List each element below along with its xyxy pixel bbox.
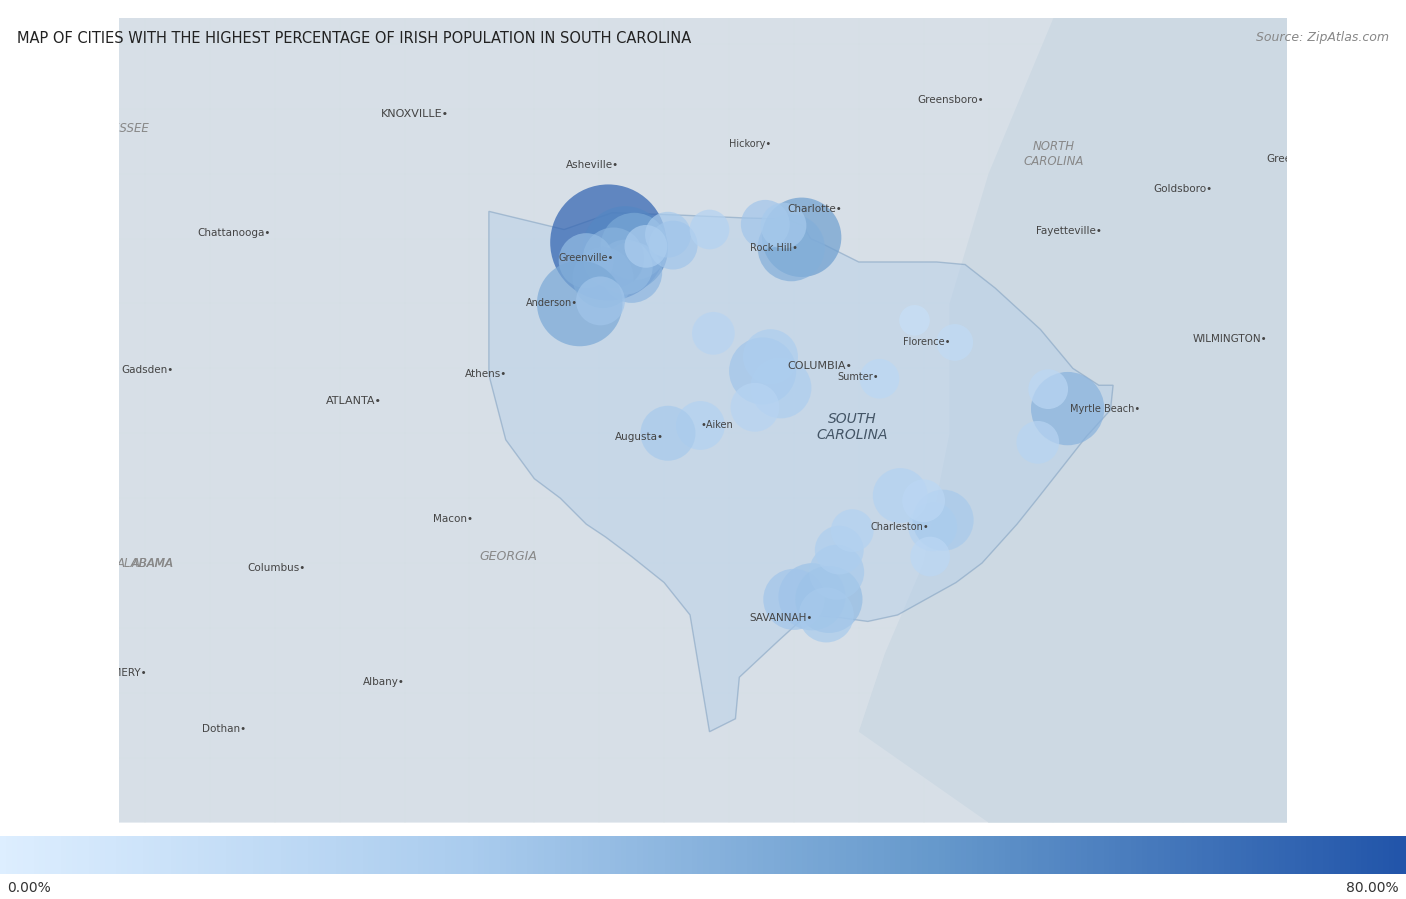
Point	[869, 371, 891, 386]
Text: •Aiken: •Aiken	[700, 421, 733, 431]
Text: Asheville•: Asheville•	[567, 160, 619, 170]
Point	[921, 520, 943, 534]
Text: Fayetteville•: Fayetteville•	[1036, 226, 1102, 236]
Text: ALABAMA: ALABAMA	[117, 556, 173, 570]
Text: 0.00%: 0.00%	[7, 881, 51, 895]
Point	[932, 513, 955, 528]
Point	[589, 294, 612, 308]
Point	[759, 350, 782, 364]
Point	[841, 523, 863, 538]
Text: Greensboro•: Greensboro•	[918, 94, 984, 105]
Text: m•: m•	[66, 427, 82, 437]
Text: tsville•: tsville•	[51, 269, 89, 279]
Text: SOUTH
CAROLINA: SOUTH CAROLINA	[817, 412, 889, 442]
Text: Charlotte•: Charlotte•	[787, 204, 842, 214]
Text: 80.00%: 80.00%	[1347, 881, 1399, 895]
Text: Chattanooga•: Chattanooga•	[198, 228, 271, 238]
Text: GEORGIA: GEORGIA	[479, 550, 537, 563]
Text: Macon•: Macon•	[433, 514, 472, 524]
Point	[783, 592, 806, 607]
Point	[912, 494, 935, 508]
Text: SAVANNAH•: SAVANNAH•	[749, 612, 813, 622]
Point	[780, 241, 803, 255]
Point	[657, 227, 679, 242]
Point	[943, 335, 966, 350]
Point	[620, 265, 643, 280]
Point	[614, 260, 637, 274]
Text: Columbus•: Columbus•	[247, 564, 305, 574]
Point	[818, 592, 841, 607]
Text: Myrtle Beach•: Myrtle Beach•	[1070, 404, 1140, 414]
Point	[903, 313, 925, 327]
Point	[592, 271, 614, 285]
Text: NORTH
CAROLINA: NORTH CAROLINA	[1024, 140, 1084, 168]
Text: WILMINGTON•: WILMINGTON•	[1192, 334, 1267, 343]
Text: Greenville•: Greenville•	[1267, 155, 1326, 165]
Text: COLUMBIA•: COLUMBIA•	[787, 360, 852, 370]
Point	[657, 426, 679, 441]
Text: MAP OF CITIES WITH THE HIGHEST PERCENTAGE OF IRISH POPULATION IN SOUTH CAROLINA: MAP OF CITIES WITH THE HIGHEST PERCENTAG…	[17, 31, 692, 47]
Point	[790, 230, 813, 245]
Text: Greenville•: Greenville•	[558, 253, 613, 263]
Text: Gadsden•: Gadsden•	[121, 365, 174, 375]
Point	[1026, 435, 1049, 450]
Point	[801, 590, 824, 604]
Point	[744, 400, 766, 414]
Text: Goldsboro•: Goldsboro•	[1153, 184, 1213, 194]
Point	[602, 251, 624, 265]
Point	[623, 239, 645, 254]
Point	[702, 326, 724, 341]
Point	[1038, 382, 1060, 396]
Point	[889, 488, 911, 503]
Point	[662, 238, 685, 253]
Text: Rock Hill•: Rock Hill•	[749, 243, 797, 253]
Text: ABAMA: ABAMA	[132, 556, 174, 570]
Text: Sumter•: Sumter•	[838, 372, 880, 382]
Point	[575, 254, 598, 268]
Point	[920, 549, 942, 564]
Text: KNOXVILLE•: KNOXVILLE•	[381, 109, 449, 119]
Point	[614, 242, 637, 256]
Polygon shape	[120, 18, 1286, 823]
Point	[689, 418, 711, 432]
Text: Source: ZipAtlas.com: Source: ZipAtlas.com	[1256, 31, 1389, 44]
Text: Athens•: Athens•	[465, 369, 508, 378]
Point	[828, 543, 851, 557]
Text: Hickory•: Hickory•	[728, 138, 770, 149]
Text: Jacksonville•: Jacksonville•	[678, 840, 744, 850]
Text: TENNESSEE: TENNESSEE	[80, 121, 149, 135]
Point	[634, 239, 657, 254]
Point	[825, 565, 848, 579]
Point	[815, 608, 838, 622]
Polygon shape	[859, 18, 1286, 823]
Text: Charleston•: Charleston•	[870, 521, 929, 531]
Point	[772, 218, 794, 233]
Polygon shape	[489, 211, 1114, 732]
Text: MONTGOMERY•: MONTGOMERY•	[65, 668, 146, 679]
Point	[699, 222, 721, 236]
Point	[754, 218, 776, 232]
Point	[1056, 402, 1078, 416]
Text: Dothan•: Dothan•	[202, 725, 246, 734]
Text: ATLANTA•: ATLANTA•	[326, 396, 382, 405]
Text: Florence•: Florence•	[904, 337, 950, 347]
Text: Albany•: Albany•	[363, 678, 405, 688]
Point	[769, 380, 792, 395]
Text: Augusta•: Augusta•	[614, 432, 664, 442]
Point	[751, 364, 773, 378]
Point	[568, 297, 591, 311]
Point	[598, 236, 620, 250]
Text: Anderson•: Anderson•	[526, 298, 578, 308]
